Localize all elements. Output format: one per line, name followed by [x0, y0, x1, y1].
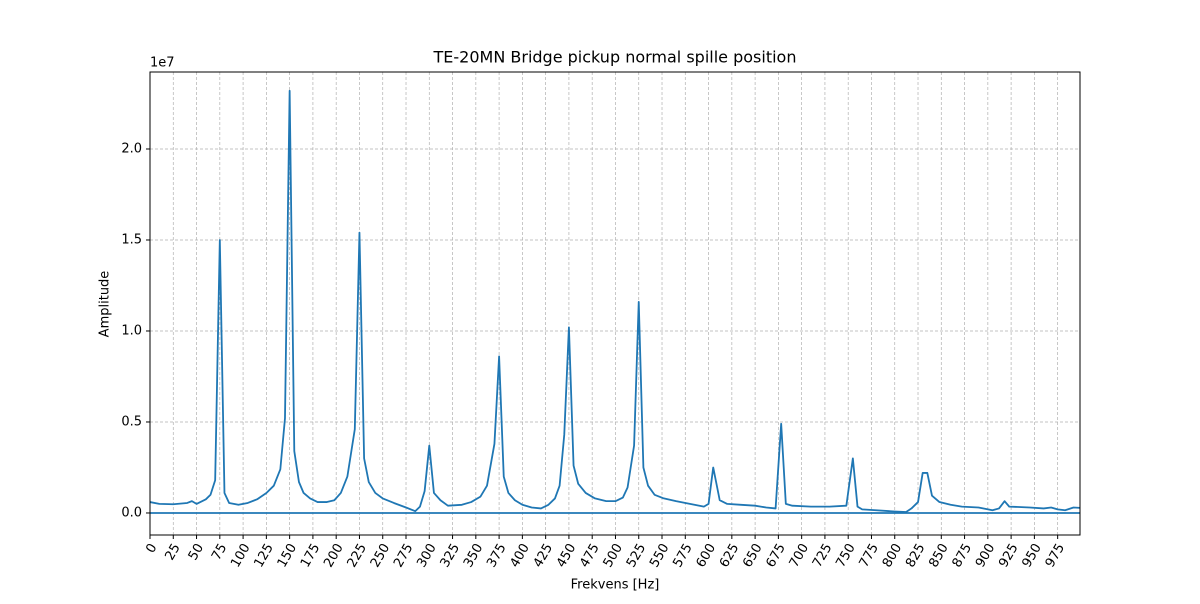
y-tick-label: 1.0 [121, 323, 142, 338]
chart-title: TE-20MN Bridge pickup normal spille posi… [433, 48, 797, 67]
y-tick-label: 1.5 [121, 232, 142, 247]
x-axis-label: Frekvens [Hz] [571, 578, 660, 593]
plot-frame [149, 71, 1081, 536]
y-tick-label: 0.5 [121, 414, 142, 429]
x-tick-label: 75 [209, 541, 230, 563]
x-tick-label: 25 [163, 541, 184, 563]
y-offset-label: 1e7 [150, 56, 175, 71]
y-tick-label: 2.0 [121, 141, 142, 156]
y-axis-label: Amplitude [98, 271, 113, 338]
line-series [149, 89, 1081, 513]
y-tick-label: 0.0 [121, 505, 142, 520]
x-tick-label: 50 [186, 541, 207, 563]
